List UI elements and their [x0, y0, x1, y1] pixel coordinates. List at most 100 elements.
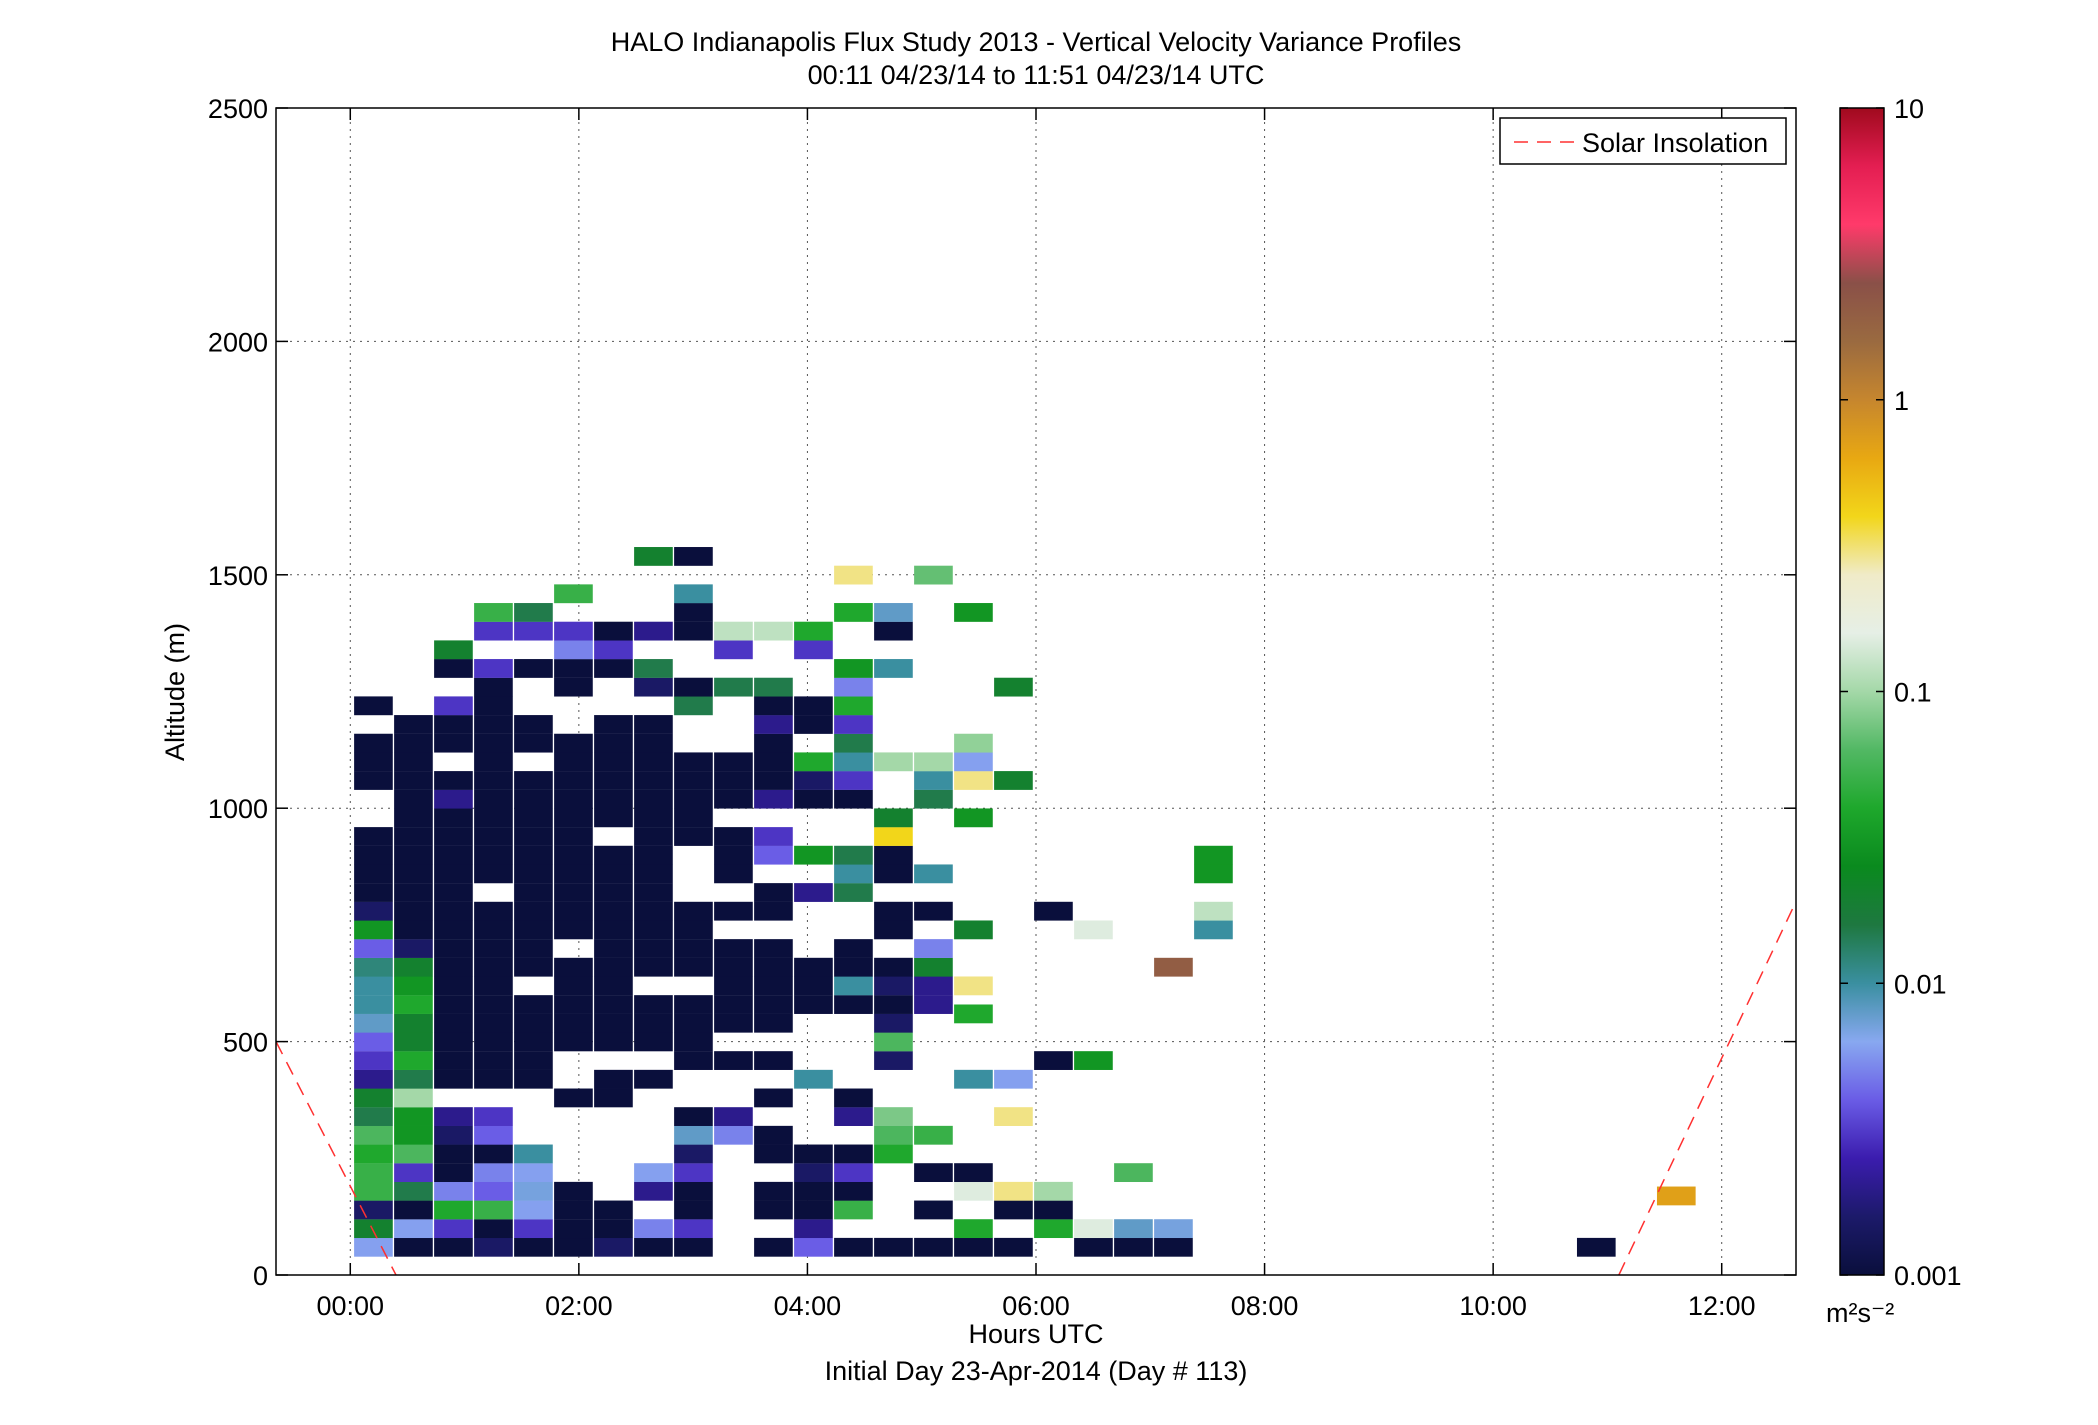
- heatmap-cell: [594, 640, 633, 660]
- heatmap-cell: [474, 808, 513, 828]
- heatmap-cell: [834, 957, 873, 977]
- heatmap-cell: [674, 1051, 713, 1070]
- heatmap-cell: [474, 1163, 513, 1183]
- heatmap-cell: [714, 677, 753, 697]
- heatmap-cell: [554, 771, 593, 790]
- heatmap-cell: [354, 827, 393, 846]
- heatmap-cell: [354, 771, 393, 790]
- heatmap-cell: [874, 864, 913, 884]
- heatmap-cell: [474, 920, 513, 940]
- heatmap-cell: [354, 733, 393, 753]
- axis-ticks: 00:00 02:00 04:00 06:00 08:00 10:00 12:00 0 500 1…: [208, 94, 1796, 1321]
- heatmap-cell: [514, 771, 553, 790]
- heatmap-cell: [674, 584, 713, 604]
- heatmap-cell: [354, 939, 393, 958]
- heatmap-cell: [674, 1181, 713, 1201]
- heatmap-cell: [634, 733, 673, 753]
- heatmap-cell: [674, 603, 713, 622]
- heatmap-cell: [674, 1237, 713, 1257]
- heatmap-cells: [354, 547, 1696, 1257]
- heatmap-cell: [514, 864, 553, 884]
- heatmap-cell: [554, 827, 593, 846]
- heatmap-cell: [634, 920, 673, 940]
- heatmap-cell: [474, 1013, 513, 1033]
- heatmap-cell: [754, 1013, 793, 1033]
- heatmap-cell: [834, 976, 873, 996]
- heatmap-cell: [794, 1069, 833, 1089]
- heatmap-cell: [794, 621, 833, 641]
- heatmap-cell: [714, 995, 753, 1014]
- heatmap-cell: [1074, 1237, 1113, 1257]
- heatmap-cell: [434, 1200, 473, 1220]
- heatmap-cell: [714, 827, 753, 846]
- heatmap-cell: [794, 1144, 833, 1164]
- heatmap-cell: [474, 1144, 513, 1164]
- heatmap-cell: [754, 957, 793, 977]
- heatmap-cell: [474, 677, 513, 697]
- heatmap-cell: [834, 1144, 873, 1164]
- heatmap-cell: [794, 789, 833, 809]
- heatmap-cell: [714, 752, 753, 772]
- heatmap-cell: [714, 771, 753, 790]
- heatmap-cell: [1034, 1200, 1073, 1220]
- heatmap-cell: [394, 976, 433, 996]
- heatmap-cell: [594, 845, 633, 865]
- heatmap-cell: [674, 789, 713, 809]
- heatmap-cell: [1154, 1237, 1193, 1257]
- heatmap-cell: [914, 939, 953, 958]
- heatmap-cell: [394, 883, 433, 902]
- colorbar-tick-label: 0.001: [1894, 1261, 1962, 1291]
- heatmap-cell: [1154, 1219, 1193, 1239]
- heatmap-cell: [554, 845, 593, 865]
- heatmap-cell: [474, 1125, 513, 1145]
- heatmap-cell: [954, 1163, 993, 1183]
- heatmap-cell: [434, 901, 473, 921]
- heatmap-cell: [754, 789, 793, 809]
- heatmap-cell: [594, 995, 633, 1014]
- heatmap-cell: [954, 752, 993, 772]
- heatmap-cell: [1194, 920, 1233, 940]
- heatmap-cell: [354, 1181, 393, 1201]
- heatmap-cell: [834, 733, 873, 753]
- heatmap-cell: [874, 845, 913, 865]
- heatmap-cell: [434, 771, 473, 790]
- heatmap-cell: [434, 640, 473, 660]
- heatmap-cell: [354, 752, 393, 772]
- heatmap-cell: [434, 883, 473, 902]
- heatmap-cell: [634, 939, 673, 958]
- heatmap-cell: [834, 771, 873, 790]
- heatmap-cell: [474, 752, 513, 772]
- y-tick-label: 1000: [208, 794, 268, 824]
- heatmap-cell: [514, 1219, 553, 1239]
- heatmap-cell: [634, 1013, 673, 1033]
- heatmap-cell: [754, 1144, 793, 1164]
- heatmap-cell: [394, 901, 433, 921]
- heatmap-cell: [1154, 957, 1193, 977]
- heatmap-cell: [594, 1237, 633, 1257]
- heatmap-cell: [554, 995, 593, 1014]
- heatmap-cell: [714, 845, 753, 865]
- chart-title: HALO Indianapolis Flux Study 2013 - Vert…: [611, 27, 1461, 57]
- heatmap-cell: [794, 1200, 833, 1220]
- heatmap-cell: [834, 864, 873, 884]
- heatmap-cell: [394, 1069, 433, 1089]
- heatmap-cell: [674, 827, 713, 846]
- legend: Solar Insolation: [1499, 117, 1787, 165]
- heatmap-cell: [434, 808, 473, 828]
- heatmap-cell: [474, 715, 513, 734]
- heatmap-cell: [474, 621, 513, 641]
- heatmap-cell: [474, 1032, 513, 1052]
- heatmap-cell: [834, 752, 873, 772]
- heatmap-cell: [954, 1219, 993, 1239]
- heatmap-cell: [794, 1163, 833, 1183]
- heatmap-cell: [394, 1200, 433, 1220]
- heatmap-cell: [434, 1032, 473, 1052]
- heatmap-cell: [634, 808, 673, 828]
- heatmap-cell: [634, 1163, 673, 1183]
- heatmap-cell: [754, 976, 793, 996]
- heatmap-cell: [394, 827, 433, 846]
- colorbar-tick-label: 0.01: [1894, 969, 1947, 999]
- heatmap-cell: [714, 1013, 753, 1033]
- heatmap-cell: [554, 920, 593, 940]
- heatmap-cell: [914, 901, 953, 921]
